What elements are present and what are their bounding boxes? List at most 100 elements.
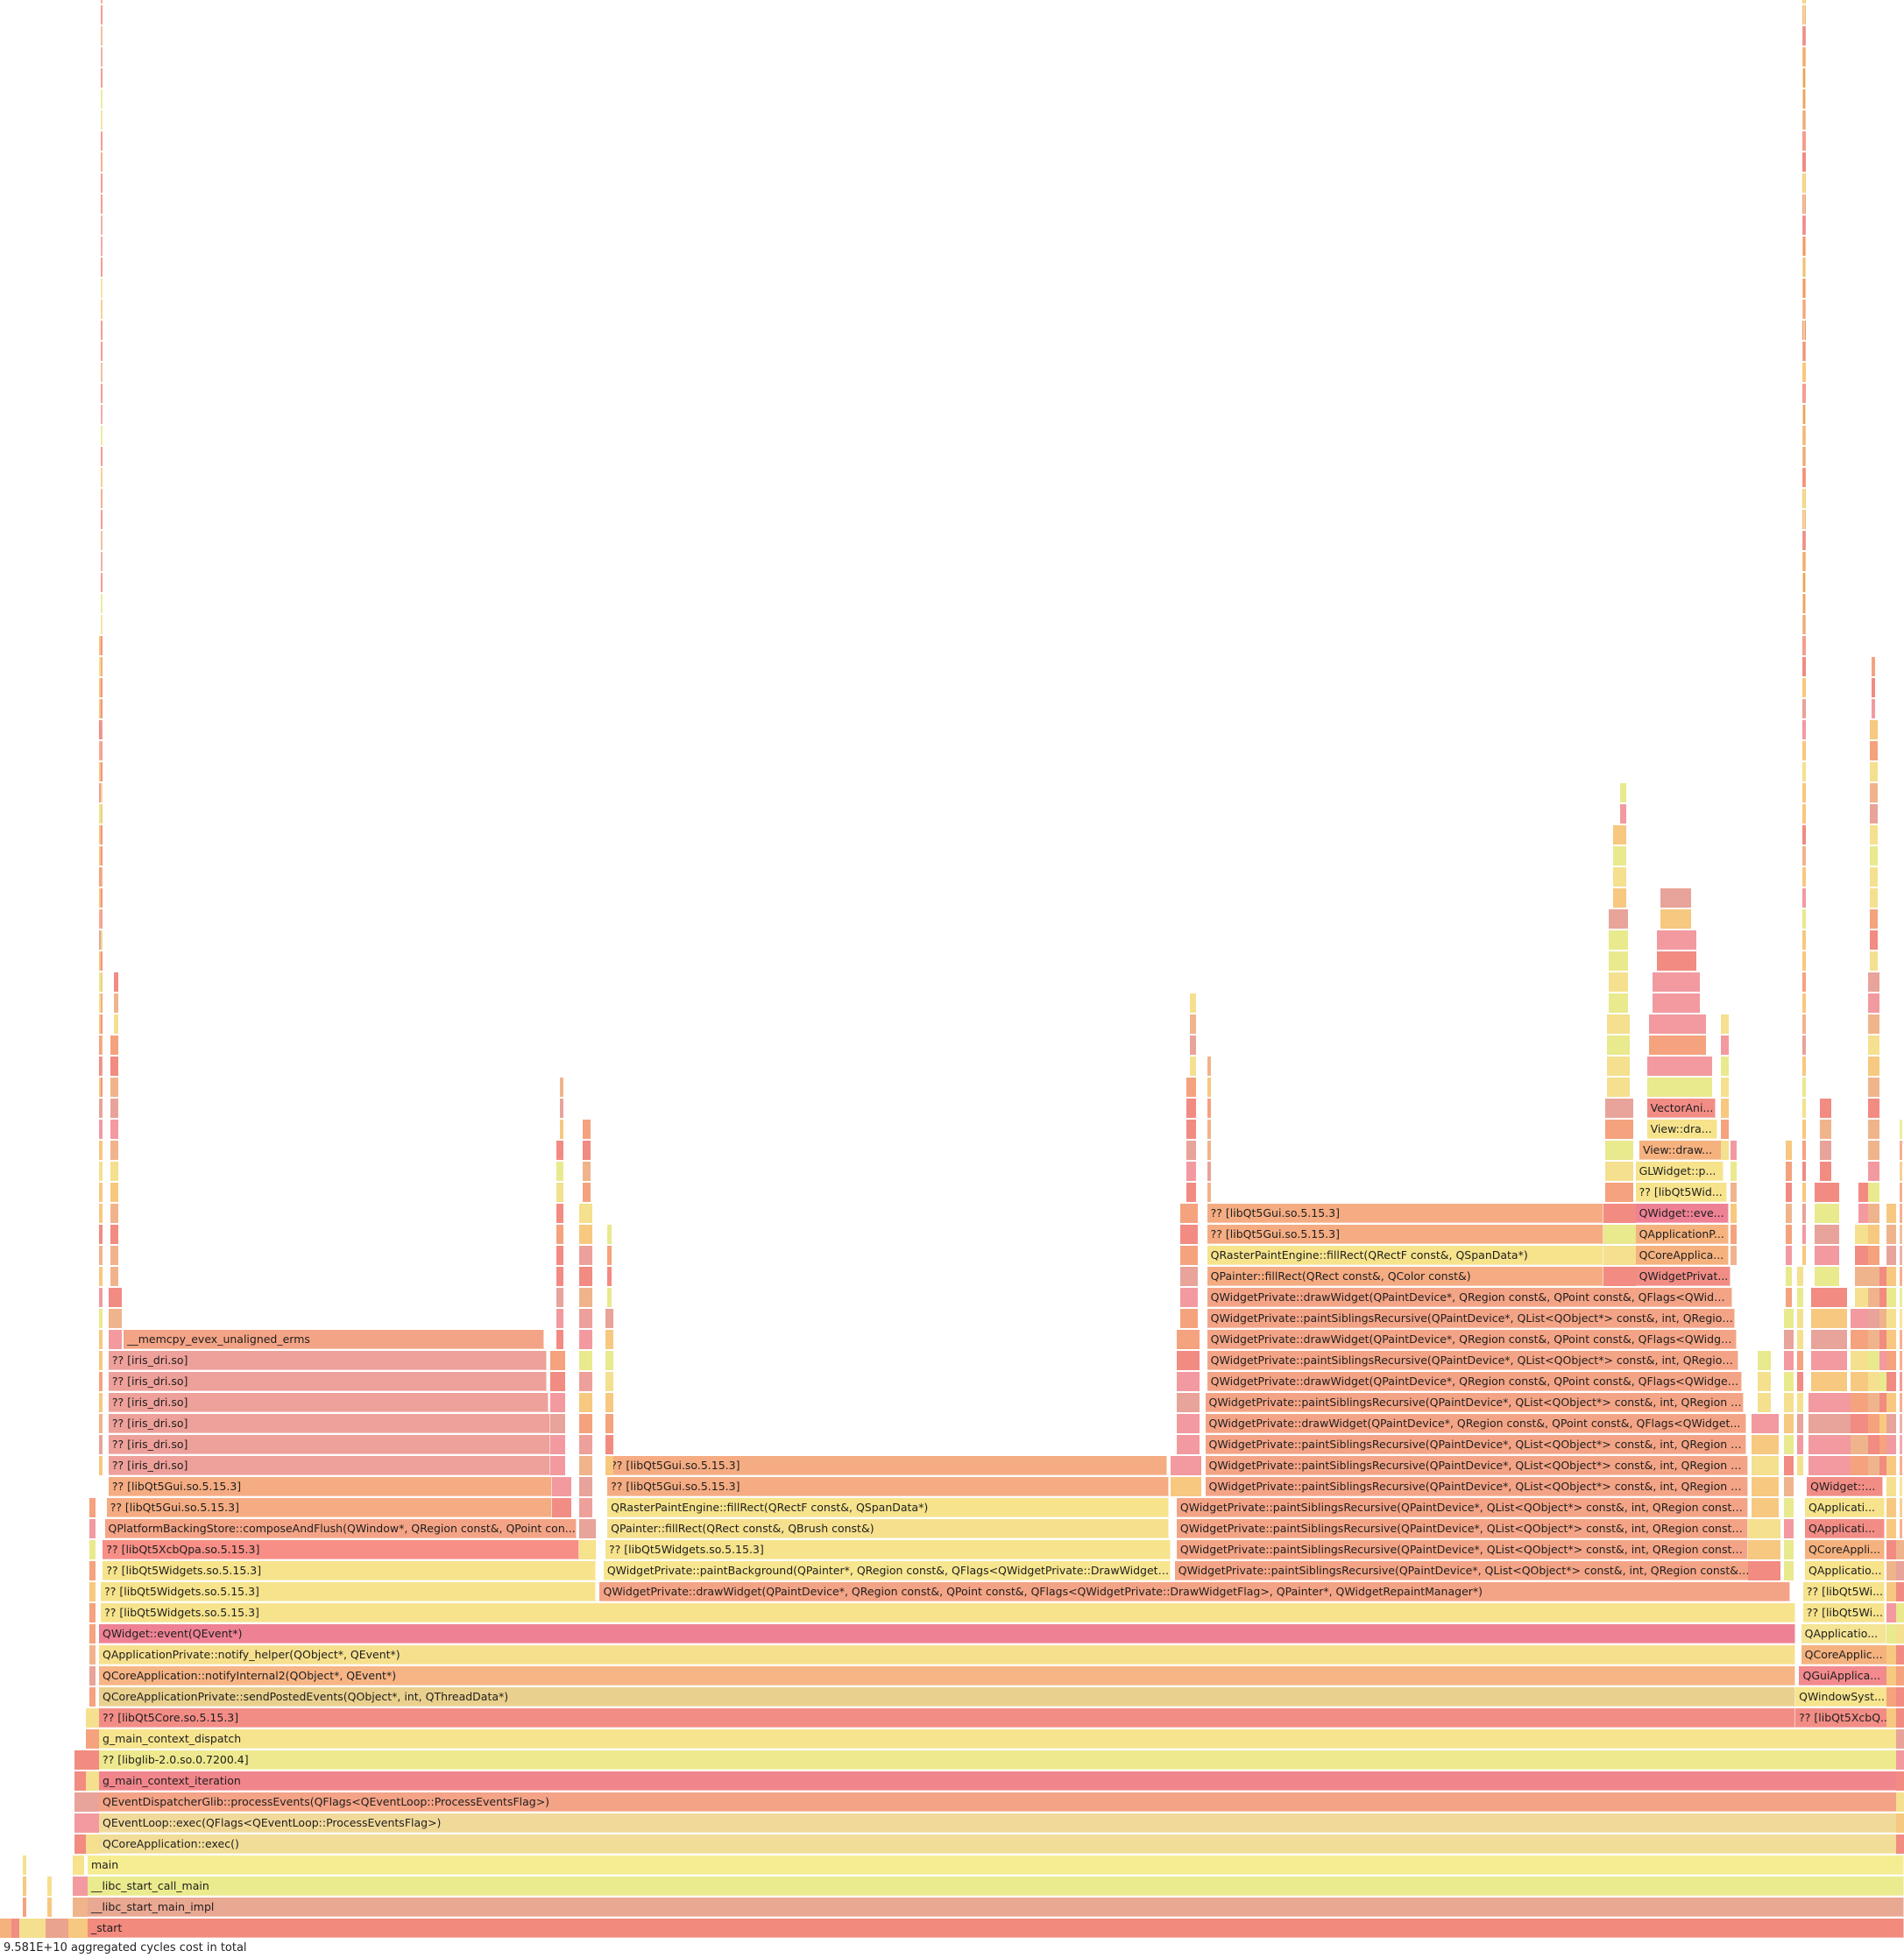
flame-frame[interactable]: ?? [libQt5Gui.so.5.15.3] [108, 1477, 553, 1496]
flame-sliver[interactable] [1721, 1120, 1730, 1139]
flame-sliver[interactable] [1656, 930, 1697, 950]
flame-sliver[interactable] [556, 1204, 564, 1223]
flame-frame[interactable]: ?? [libQt5Gui.so.5.15.3] [1207, 1204, 1603, 1223]
flame-sliver[interactable] [556, 1267, 564, 1286]
flame-sliver[interactable] [1899, 1498, 1902, 1517]
flame-sliver[interactable] [74, 1834, 86, 1854]
flame-frame[interactable]: main [87, 1856, 1904, 1875]
flame-sliver[interactable] [1869, 909, 1878, 929]
flame-sliver[interactable] [1896, 1750, 1904, 1770]
flame-sliver[interactable] [101, 468, 103, 487]
flame-sliver[interactable] [1802, 152, 1805, 172]
flame-sliver[interactable] [1786, 1183, 1792, 1202]
flame-sliver[interactable] [552, 1477, 571, 1496]
flame-sliver[interactable] [1180, 1288, 1198, 1307]
flame-sliver[interactable] [1858, 1183, 1870, 1202]
flame-sliver[interactable] [1802, 615, 1805, 634]
flame-sliver[interactable] [1899, 1330, 1902, 1349]
flame-sliver[interactable] [1814, 1204, 1840, 1223]
flame-sliver[interactable] [101, 594, 103, 613]
flame-sliver[interactable] [605, 1414, 613, 1433]
flame-sliver[interactable] [1784, 1309, 1794, 1328]
flame-sliver[interactable] [559, 1120, 564, 1139]
flame-sliver[interactable] [578, 1393, 592, 1412]
flame-sliver[interactable] [1899, 1225, 1902, 1244]
flame-sliver[interactable] [110, 1183, 118, 1202]
flame-sliver[interactable] [110, 1267, 118, 1286]
flame-sliver[interactable] [1802, 216, 1805, 235]
flame-sliver[interactable] [1810, 1330, 1847, 1349]
flame-sliver[interactable] [1869, 888, 1878, 908]
flame-sliver[interactable] [1784, 1561, 1794, 1580]
flame-sliver[interactable] [1896, 1813, 1904, 1833]
flame-sliver[interactable] [1867, 1120, 1879, 1139]
flame-sliver[interactable] [108, 1309, 123, 1328]
flame-sliver[interactable] [101, 0, 103, 4]
flame-sliver[interactable] [1752, 1414, 1779, 1433]
flame-sliver[interactable] [1867, 1246, 1879, 1265]
flame-sliver[interactable] [1899, 1204, 1902, 1223]
flame-sliver[interactable] [1899, 1309, 1902, 1328]
flame-sliver[interactable] [101, 888, 103, 908]
flame-sliver[interactable] [74, 1792, 86, 1812]
flame-sliver[interactable] [1797, 1351, 1803, 1370]
flame-sliver[interactable] [1810, 1351, 1847, 1370]
flame-frame[interactable]: QWidgetPrivate::drawWidget(QPaintDevice*… [1207, 1372, 1743, 1391]
flame-sliver[interactable] [1808, 1435, 1851, 1454]
flame-sliver[interactable] [1801, 930, 1807, 950]
flame-sliver[interactable] [1207, 1057, 1212, 1076]
flame-sliver[interactable] [101, 426, 103, 445]
flame-sliver[interactable] [1869, 804, 1878, 823]
flame-sliver[interactable] [1802, 89, 1805, 109]
flame-sliver[interactable] [101, 678, 103, 697]
flame-sliver[interactable] [101, 783, 103, 802]
flame-sliver[interactable] [578, 1372, 592, 1391]
flame-sliver[interactable] [556, 1225, 564, 1244]
flame-sliver[interactable] [607, 1246, 612, 1265]
flame-sliver[interactable] [1731, 1162, 1737, 1181]
flame-sliver[interactable] [607, 1288, 612, 1307]
flame-sliver[interactable] [1810, 1309, 1847, 1328]
flame-sliver[interactable] [98, 1351, 103, 1370]
flame-sliver[interactable] [1190, 1036, 1196, 1055]
flame-sliver[interactable] [101, 1014, 103, 1034]
flame-sliver[interactable] [1802, 300, 1805, 319]
flame-sliver[interactable] [556, 1141, 564, 1160]
flame-sliver[interactable] [1867, 1456, 1879, 1475]
flame-sliver[interactable] [1869, 741, 1878, 760]
flame-sliver[interactable] [1176, 1435, 1200, 1454]
flame-sliver[interactable] [1896, 1666, 1904, 1686]
flame-sliver[interactable] [1896, 1540, 1904, 1559]
flame-sliver[interactable] [1747, 1540, 1780, 1559]
flame-frame[interactable]: QWidget::event(QEvent*) [98, 1624, 1796, 1643]
flame-sliver[interactable] [1797, 1435, 1803, 1454]
flame-sliver[interactable] [578, 1498, 592, 1517]
flame-sliver[interactable] [1784, 1456, 1794, 1475]
flame-sliver[interactable] [1609, 909, 1628, 929]
flame-sliver[interactable] [1190, 1057, 1196, 1076]
flame-frame[interactable]: QCoreApplication::notifyInternal2(QObjec… [98, 1666, 1796, 1686]
flame-sliver[interactable] [1802, 237, 1805, 256]
flame-sliver[interactable] [1784, 1393, 1794, 1412]
flame-sliver[interactable] [1801, 888, 1807, 908]
flame-frame[interactable]: QWidgetPrivate::paintSiblingsRecursive(Q… [1205, 1477, 1748, 1496]
flame-sliver[interactable] [1801, 762, 1807, 781]
flame-frame[interactable]: __libc_start_call_main [87, 1877, 1904, 1896]
flame-sliver[interactable] [101, 636, 103, 655]
flame-sliver[interactable] [1648, 1014, 1706, 1034]
flame-sliver[interactable] [1612, 846, 1626, 866]
flame-sliver[interactable] [98, 1393, 103, 1412]
flame-sliver[interactable] [1872, 657, 1876, 676]
flame-sliver[interactable] [1899, 1477, 1902, 1496]
flame-sliver[interactable] [1180, 1204, 1198, 1223]
flame-sliver[interactable] [101, 867, 103, 887]
flame-frame[interactable]: QWidgetPrivate::paintSiblingsRecursive(Q… [1205, 1435, 1746, 1454]
flame-frame[interactable]: QGuiApplica... [1799, 1666, 1891, 1686]
flame-sliver[interactable] [1801, 804, 1807, 823]
flame-sliver[interactable] [23, 1898, 27, 1917]
flame-frame[interactable]: ?? [libQt5Widgets.so.5.15.3] [101, 1582, 597, 1601]
flame-sliver[interactable] [74, 1813, 86, 1833]
flame-sliver[interactable] [1886, 1414, 1897, 1433]
flame-sliver[interactable] [72, 1856, 84, 1875]
flame-sliver[interactable] [101, 762, 103, 781]
